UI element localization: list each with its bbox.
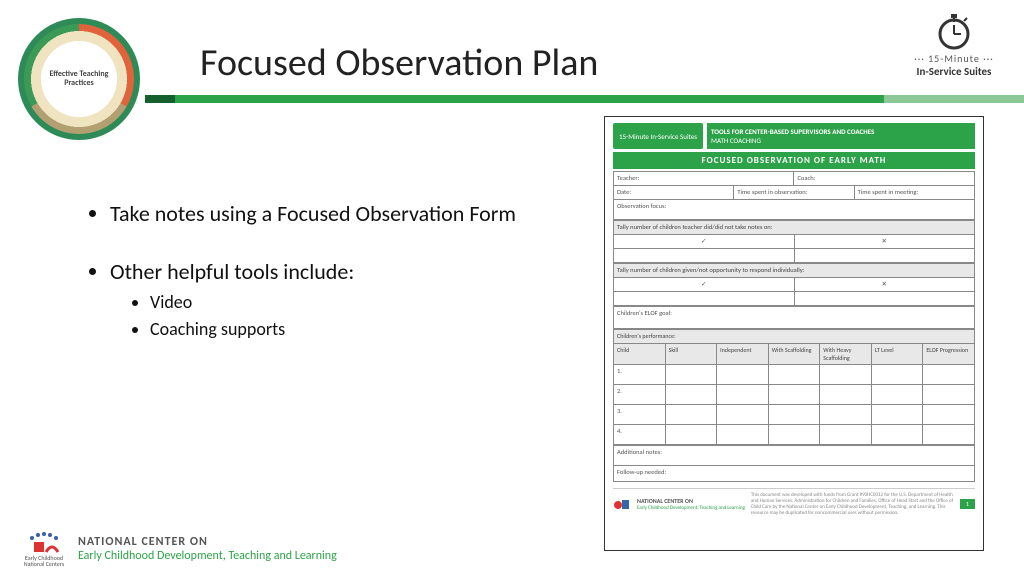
circle-logo-center-text: Effective Teaching Practices	[44, 44, 114, 114]
form-performance-table: Children's performance: Child Skill Inde…	[613, 329, 975, 445]
form-header-badge: 15-Minute In-Service Suites	[613, 123, 703, 149]
perf-row-1: 1.	[614, 365, 666, 385]
form-footer-logo-icon	[613, 496, 631, 512]
form-tools-line1: TOOLS FOR CENTER-BASED SUPERVISORS AND C…	[711, 127, 971, 136]
tally2-x: ✕	[794, 278, 975, 292]
footer-line2: Early Childhood Development, Teaching an…	[78, 549, 337, 563]
green-divider-bar	[145, 95, 1024, 103]
tally2-check: ✓	[614, 278, 795, 292]
form-footer-sub: Early Childhood Development, Teaching an…	[637, 505, 745, 511]
form-notes: Additional notes: Follow-up needed:	[613, 445, 975, 482]
bullet-2-2: Coaching supports	[150, 318, 530, 341]
form-tally2: Tally number of children given/not oppor…	[613, 263, 975, 306]
form-time-meet: Time spent in meeting:	[854, 186, 974, 200]
perf-col-5: LT Level	[871, 344, 923, 365]
form-title: FOCUSED OBSERVATION OF EARLY MATH	[613, 152, 975, 169]
form-header-toolbox: TOOLS FOR CENTER-BASED SUPERVISORS AND C…	[707, 123, 975, 149]
tally1-check: ✓	[614, 235, 795, 249]
form-coach: Coach:	[794, 172, 975, 186]
tally1-x: ✕	[794, 235, 975, 249]
form-tools-line2: MATH COACHING	[711, 136, 971, 145]
bullet-content: Take notes using a Focused Observation F…	[90, 200, 530, 370]
form-tally1: Tally number of children teacher did/did…	[613, 220, 975, 263]
form-footer-fine: This document was developed with funds f…	[751, 492, 954, 516]
stopwatch-line1: ··· 15-Minute ···	[904, 52, 1004, 65]
stopwatch-icon	[933, 10, 975, 52]
perf-row-2: 2.	[614, 385, 666, 405]
ec-national-centers-logo: Early Childhood National Centers	[20, 530, 68, 568]
perf-col-3: With Scaffolding	[768, 344, 820, 365]
form-info-table: Teacher: Coach: Date: Time spent in obse…	[613, 171, 975, 220]
perf-col-4: With Heavy Scaffolding	[820, 344, 872, 365]
form-date: Date:	[614, 186, 734, 200]
stopwatch-logo: ··· 15-Minute ··· In-Service Suites	[904, 10, 1004, 78]
coaching-circle-logo: Effective Teaching Practices	[18, 18, 140, 140]
form-time-obs: Time spent in observation:	[734, 186, 854, 200]
perf-header: Children's performance:	[614, 330, 975, 344]
followup-label: Follow-up needed:	[614, 466, 975, 482]
bullet-2: Other helpful tools include: Video Coach…	[110, 258, 530, 341]
form-footer: NATIONAL CENTER ON Early Childhood Devel…	[613, 488, 975, 516]
footer-line1: NATIONAL CENTER ON	[78, 535, 337, 549]
perf-col-2: Independent	[717, 344, 769, 365]
bullet-1: Take notes using a Focused Observation F…	[110, 200, 530, 228]
perf-row-3: 3.	[614, 405, 666, 425]
form-footer-nc: NATIONAL CENTER ON	[637, 497, 745, 505]
ec-logo-icon	[24, 530, 64, 554]
slide-footer: Early Childhood National Centers NATIONA…	[20, 530, 337, 568]
elof-goal-label: Children's ELOF goal:	[614, 307, 975, 329]
perf-col-1: Skill	[665, 344, 717, 365]
tally2-label: Tally number of children given/not oppor…	[614, 264, 975, 278]
bullet-2-text: Other helpful tools include:	[110, 258, 354, 285]
form-teacher: Teacher:	[614, 172, 794, 186]
add-notes-label: Additional notes:	[614, 446, 975, 466]
page-title: Focused Observation Plan	[200, 40, 598, 86]
perf-col-6: ELOF Progression	[923, 344, 975, 365]
stopwatch-line2: In-Service Suites	[904, 65, 1004, 78]
form-elof-goal: Children's ELOF goal:	[613, 306, 975, 329]
form-footer-page: 1	[960, 499, 975, 509]
perf-row-4: 4.	[614, 425, 666, 445]
tally1-label: Tally number of children teacher did/did…	[614, 221, 975, 235]
bullet-2-1: Video	[150, 291, 530, 314]
form-obs-focus: Observation focus:	[614, 200, 975, 220]
perf-col-0: Child	[614, 344, 666, 365]
ec-logo-caption-2: National Centers	[20, 561, 68, 567]
observation-form-preview: 15-Minute In-Service Suites TOOLS FOR CE…	[604, 116, 984, 551]
